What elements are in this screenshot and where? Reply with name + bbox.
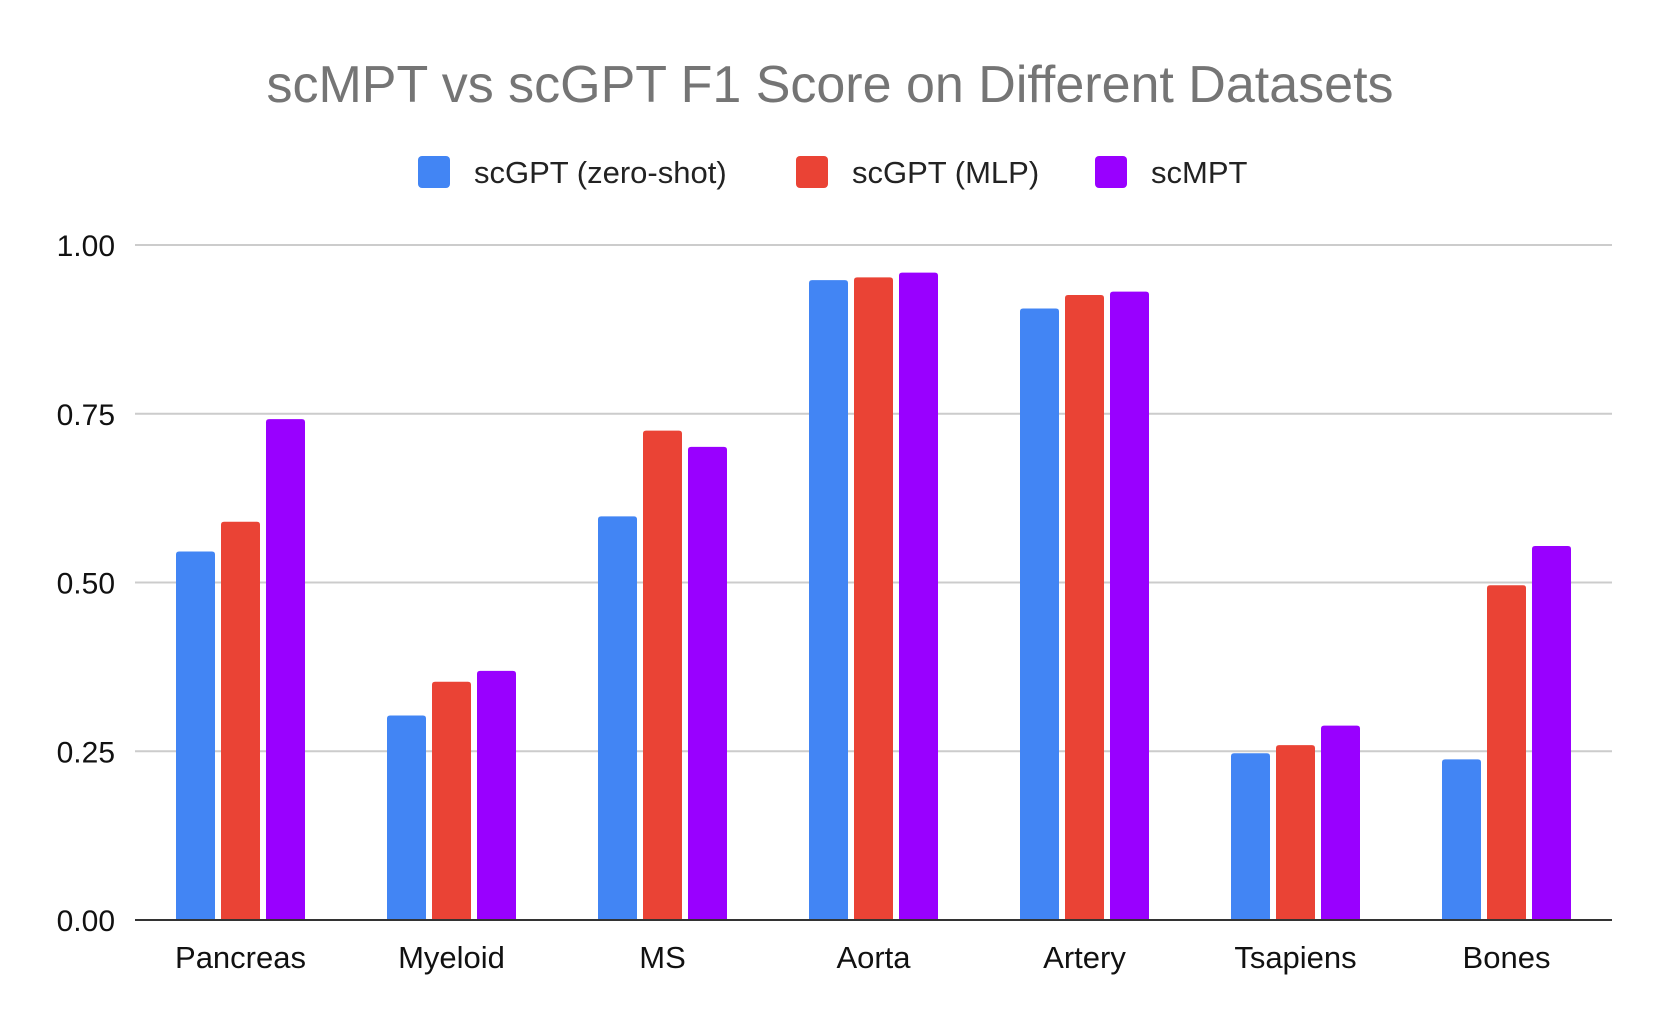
bar-tsapiens-scgpt-zero-shot [1231,753,1270,920]
legend-label: scMPT [1151,155,1248,190]
bar-pancreas-scmpt [266,419,305,920]
bar-pancreas-scgpt-zero-shot [176,551,215,920]
x-tick-label: MS [639,940,686,975]
x-tick-label: Pancreas [175,940,306,975]
legend-swatch [418,156,450,188]
bar-aorta-scmpt [899,272,938,920]
bar-tsapiens-scmpt [1321,725,1360,920]
bar-tsapiens-scgpt-mlp [1276,745,1315,920]
bar-bones-scgpt-zero-shot [1442,759,1481,920]
y-tick-label: 0.00 [57,905,115,938]
x-tick-label: Bones [1463,940,1551,975]
y-tick-label: 1.00 [57,230,115,263]
y-tick-label: 0.25 [57,736,115,769]
y-tick-label: 0.50 [57,568,115,601]
x-tick-label: Aorta [836,940,911,975]
bars [176,272,1571,921]
bar-artery-scgpt-mlp [1065,294,1104,920]
bar-aorta-scgpt-mlp [854,277,893,920]
legend-label: scGPT (MLP) [852,155,1039,190]
x-axis-labels: Pancreas Myeloid MS Aorta Artery Tsapiens Bone… [175,940,1550,975]
bar-pancreas-scgpt-mlp [221,521,260,920]
bar-myeloid-scgpt-mlp [432,681,471,920]
bar-myeloid-scgpt-zero-shot [387,715,426,920]
bar-aorta-scgpt-zero-shot [809,280,848,921]
legend-label: scGPT (zero-shot) [474,155,727,190]
legend: scGPT (zero-shot) scGPT (MLP) scMPT [418,155,1248,190]
chart-title: scMPT vs scGPT F1 Score on Different Dat… [266,56,1393,114]
bar-artery-scmpt [1110,291,1149,920]
bar-ms-scgpt-mlp [643,430,682,920]
bar-bones-scgpt-mlp [1487,585,1526,920]
bar-artery-scgpt-zero-shot [1020,308,1059,920]
x-tick-label: Myeloid [398,940,505,975]
bar-ms-scmpt [688,446,727,920]
legend-swatch [1095,156,1127,188]
bar-ms-scgpt-zero-shot [598,516,637,920]
bar-myeloid-scmpt [477,670,516,920]
legend-swatch [796,156,828,188]
y-tick-label: 0.75 [57,399,115,432]
x-tick-label: Artery [1043,940,1126,975]
bar-bones-scmpt [1532,546,1571,920]
x-tick-label: Tsapiens [1234,940,1356,975]
y-axis-ticks: 0.00 0.25 0.50 0.75 1.00 [57,230,115,938]
